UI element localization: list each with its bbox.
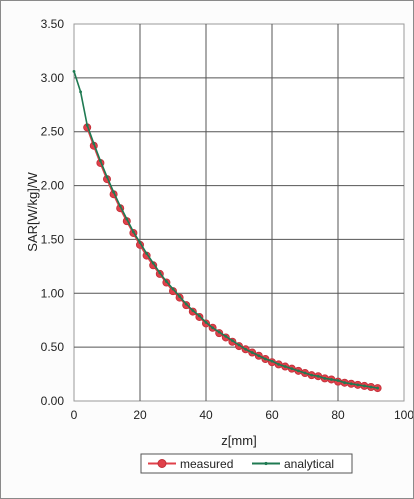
y-tick-label: 3.50	[41, 17, 65, 31]
y-tick-label: 3.00	[41, 71, 65, 85]
analytical-point	[158, 271, 162, 275]
analytical-point	[72, 69, 76, 73]
analytical-point	[257, 354, 261, 358]
analytical-point	[376, 386, 379, 390]
x-tick-label: 40	[199, 408, 213, 422]
y-tick-label: 0.50	[41, 340, 65, 354]
analytical-point	[138, 241, 142, 245]
analytical-point	[211, 326, 215, 330]
analytical-point	[349, 382, 353, 386]
analytical-point	[99, 159, 102, 163]
x-tick-label: 100	[394, 408, 413, 422]
y-tick-label: 2.00	[41, 179, 65, 193]
analytical-point	[85, 123, 89, 127]
analytical-point	[118, 204, 122, 208]
analytical-point	[336, 379, 340, 382]
analytical-point	[316, 374, 320, 378]
analytical-point	[297, 369, 300, 373]
x-tick-label: 80	[331, 408, 345, 422]
analytical-point	[283, 365, 287, 368]
analytical-point	[198, 314, 201, 318]
analytical-point	[151, 261, 155, 265]
analytical-point	[204, 320, 208, 324]
measured-point	[168, 287, 177, 296]
x-tick-label: 20	[133, 408, 147, 422]
analytical-point	[356, 383, 360, 387]
analytical-point	[171, 287, 175, 291]
analytical-point	[270, 359, 274, 363]
analytical-point	[277, 362, 280, 366]
x-tick-label: 60	[265, 408, 279, 422]
analytical-point	[330, 378, 333, 381]
y-tick-label: 1.00	[41, 286, 65, 300]
analytical-point	[323, 376, 327, 380]
analytical-point	[303, 371, 307, 375]
y-tick-label: 1.50	[41, 232, 65, 246]
analytical-point	[125, 217, 129, 221]
analytical-point	[191, 309, 195, 312]
analytical-point	[343, 381, 346, 385]
y-axis-label: SAR[W/kg]/W	[25, 172, 40, 252]
x-tick-label: 0	[71, 408, 78, 422]
analytical-point	[112, 190, 115, 194]
legend-analytical-marker	[264, 461, 268, 466]
analytical-point	[237, 343, 241, 347]
analytical-point	[145, 252, 149, 255]
analytical-point	[369, 385, 373, 389]
analytical-point	[244, 347, 248, 351]
analytical-point	[264, 357, 267, 361]
x-tick-labels: 0 20 40 60 80 100	[71, 408, 413, 422]
series-group	[72, 69, 382, 393]
legend-box	[140, 453, 353, 474]
analytical-point	[105, 175, 109, 179]
analytical-point	[184, 302, 188, 306]
analytical-point	[92, 142, 96, 145]
legend-measured-label: measured	[180, 457, 233, 471]
analytical-point	[132, 230, 135, 234]
analytical-point	[310, 373, 313, 377]
x-axis-label: z[mm]	[221, 433, 256, 448]
analytical-point	[290, 367, 294, 371]
grid-lines	[74, 24, 404, 401]
legend: measured analytical	[140, 453, 353, 474]
analytical-point	[178, 295, 182, 298]
analytical-point	[217, 330, 221, 334]
y-tick-labels: 0.00 0.50 1.00 1.50 2.00 2.50 3.00 3.50	[41, 17, 65, 408]
analytical-point	[250, 351, 254, 354]
legend-measured-marker	[157, 459, 167, 468]
y-tick-label: 0.00	[41, 394, 65, 408]
y-tick-label: 2.50	[41, 125, 65, 139]
analytical-point	[165, 280, 168, 283]
plot-area	[73, 23, 405, 402]
analytical-point	[363, 384, 366, 388]
analytical-point	[224, 334, 228, 338]
legend-analytical-label: analytical	[284, 457, 334, 471]
analytical-point	[79, 90, 82, 94]
analytical-point	[231, 339, 234, 343]
